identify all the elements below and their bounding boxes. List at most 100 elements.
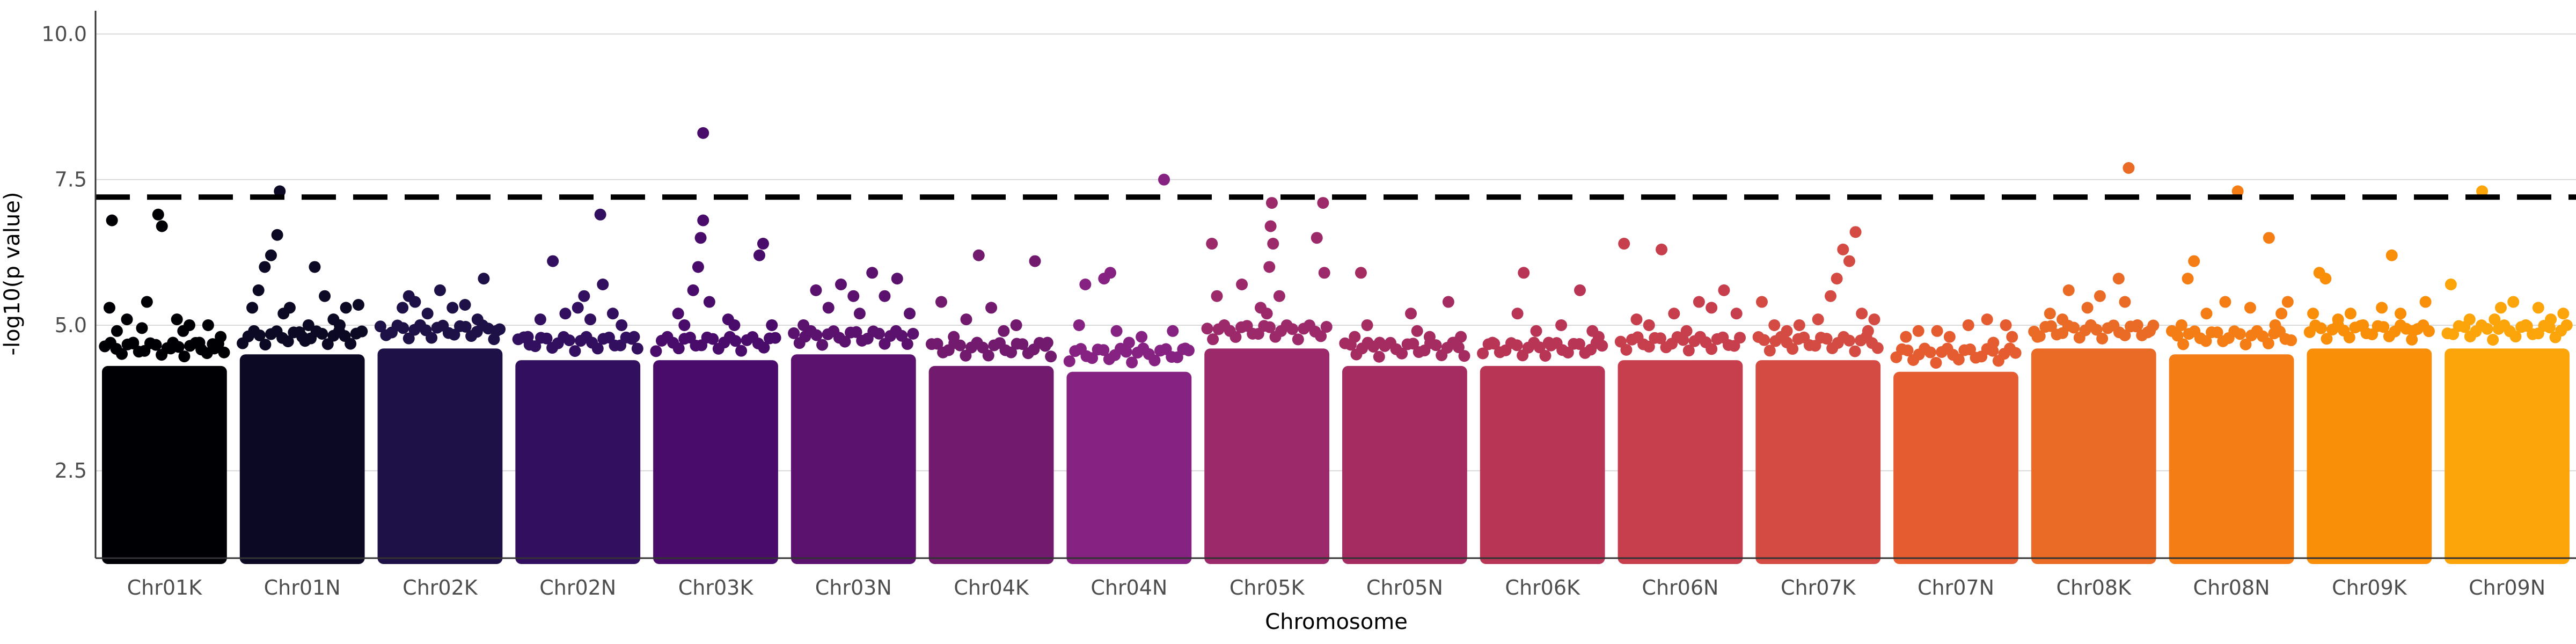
snp-point-Chr01K-edge-9 [150,339,162,351]
snp-point-Chr03K-11 [757,238,769,250]
x-tick-label-Chr02N: Chr02N [539,576,616,599]
snp-point-Chr05K-edge-11 [1263,321,1276,333]
snp-point-Chr03N-edge-15 [873,327,885,340]
snp-point-Chr08N-3 [2200,308,2213,320]
snp-point-Chr04N-edge-10 [1120,346,1132,358]
snp-point-Chr08N-edge-2 [2177,338,2190,350]
snp-point-Chr09K-10 [2419,296,2432,308]
snp-point-Chr06K-2 [1518,267,1530,279]
snp-point-Chr05K-2 [1236,279,1248,290]
snp-bulk-Chr08K [2031,348,2156,564]
snp-point-Chr04K-edge-5 [954,339,966,352]
snp-point-Chr07N-edge-7 [1930,357,1942,369]
x-tick-label-Chr05N: Chr05N [1366,576,1443,599]
snp-point-Chr06N-edge-1 [1620,343,1633,356]
snp-points [99,127,2573,369]
snp-point-Chr07N-8 [2006,331,2018,343]
snp-point-Chr01K-8 [156,220,168,232]
snp-point-Chr06K-6 [1574,284,1586,296]
snp-point-Chr06K-1 [1511,308,1524,320]
snp-point-Chr02N-1 [534,313,546,326]
snp-point-Chr03K-edge-15 [735,345,748,357]
snp-point-Chr08K-7 [2119,296,2131,308]
snp-point-Chr01K-3 [121,313,133,326]
snp-point-Chr05N-3 [1373,336,1386,349]
snp-bulk-Chr03N [791,354,916,564]
snp-point-Chr09N-edge-8 [2487,334,2499,346]
snp-point-Chr01K-13 [193,336,206,349]
x-tick-label-Chr09K: Chr09K [2332,576,2407,599]
snp-point-Chr06K-4 [1542,336,1555,349]
x-tick-label-Chr02K: Chr02K [402,576,478,599]
snp-point-Chr01K-edge-14 [178,350,191,363]
y-tick-label-3: 10.0 [41,22,87,46]
snp-bulk-Chr09K [2307,348,2432,564]
snp-point-Chr07K-3 [1793,319,1805,331]
snp-point-Chr06K-3 [1530,325,1542,337]
snp-point-Chr08N-edge-8 [2211,326,2223,339]
snp-point-Chr09K-8 [2395,308,2407,320]
snp-point-Chr02N-edge-14 [591,342,604,355]
snp-point-Chr05N-1 [1355,267,1367,279]
snp-point-Chr01N-9 [302,319,314,331]
x-tick-label-Chr09N: Chr09N [2469,576,2545,599]
snp-point-Chr08K-2 [2057,313,2069,326]
snp-point-Chr06K-edge-11 [1539,349,1552,362]
snp-point-Chr02K-edge-9 [426,332,438,344]
snp-point-Chr09K-edge-18 [2406,333,2418,346]
snp-point-Chr01N-13 [334,319,346,331]
snp-point-Chr08K-9 [2131,319,2143,331]
snp-point-Chr08N-9 [2275,308,2288,320]
y-tick-label-0: 2.5 [55,459,87,482]
snp-point-Chr01N-8 [296,331,309,343]
snp-point-Chr09K-7 [2385,249,2398,261]
snp-point-Chr07K-edge-6 [1787,343,1799,355]
x-tick-label-Chr06N: Chr06N [1642,576,1718,599]
snp-point-Chr08N-10 [2281,296,2294,308]
snp-point-Chr08N-edge-17 [2262,337,2274,349]
x-tick-label-Chr01N: Chr01N [264,576,341,599]
snp-point-Chr03N-6 [866,267,879,279]
snp-point-Chr06N-edge-11 [1677,334,1689,346]
snp-point-Chr07K-8 [1843,255,1855,267]
snp-bulk-Chr02K [377,348,503,564]
snp-point-Chr04K-2 [960,313,972,326]
snp-point-Chr02N-7 [594,208,606,221]
snp-point-Chr09K-0 [2307,308,2319,320]
snp-point-Chr01N-2 [259,261,271,273]
snp-point-Chr02K-2 [409,296,421,308]
snp-point-Chr09N-9 [2557,308,2570,320]
snp-point-Chr04K-1 [948,331,960,343]
snp-point-Chr06N-6 [1693,296,1705,308]
snp-point-Chr06K-edge-15 [1562,347,1574,359]
snp-point-Chr07N-1 [1912,325,1924,337]
snp-point-Chr07K-0 [1755,296,1768,308]
snp-point-Chr02K-4 [434,284,446,296]
snp-point-Chr01N-4 [271,229,283,241]
snp-point-Chr01N-edge-8 [282,335,294,348]
snp-point-Chr01N-1 [252,284,265,296]
snp-bulk-Chr06N [1618,360,1743,564]
snp-point-Chr02K-edge-4 [397,322,409,334]
snp-point-Chr07N-edge-13 [1964,343,1976,356]
snp-point-Chr05N-4 [1405,308,1417,320]
snp-point-Chr06N-4 [1668,308,1680,320]
snp-point-Chr05N-7 [1442,296,1454,308]
snp-point-Chr02K-0 [397,302,409,314]
snp-point-Chr04K-8 [1041,336,1053,349]
snp-point-Chr09K-edge-2 [2315,322,2327,334]
y-tick-labels: 2.5 5.0 7.5 10.0 [41,22,87,482]
snp-point-Chr01N-15 [352,298,364,311]
snp-point-Chr08N-7 [2263,232,2275,244]
x-tick-label-Chr01K: Chr01K [127,576,203,599]
x-tick-label-Chr04K: Chr04K [954,576,1029,599]
snp-point-Chr06K-edge-0 [1477,347,1489,360]
snp-point-Chr03N-0 [797,319,810,331]
snp-point-Chr07K-edge-1 [1758,334,1770,346]
snp-point-Chr08N-edge-13 [2240,338,2252,350]
snp-point-Chr03N-9 [904,308,916,320]
snp-point-Chr07K-edge-21 [1871,342,1884,354]
snp-point-Chr04K-edge-16 [1016,338,1029,350]
snp-point-Chr07K-7 [1837,243,1849,255]
